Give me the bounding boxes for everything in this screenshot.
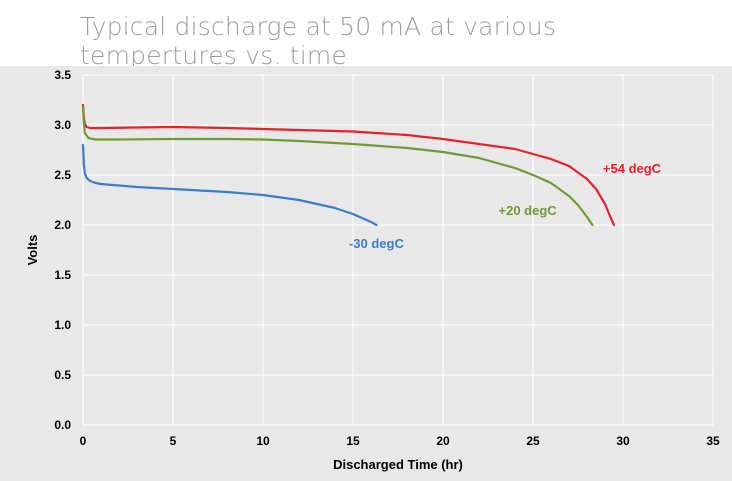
x-tick-label: 15: [346, 434, 360, 448]
series-line-1: [81, 105, 594, 227]
series-label: +54 degC: [603, 161, 662, 176]
x-tick-label: 30: [616, 434, 630, 448]
series-label: -30 degC: [349, 236, 405, 251]
x-axis-title: Discharged Time (hr): [333, 457, 463, 472]
chart-area-background: [0, 66, 732, 481]
grid-lines: [82, 74, 714, 426]
y-tick-label: 0.0: [54, 418, 71, 432]
y-tick-label: 3.0: [54, 118, 71, 132]
y-tick-label: 3.5: [54, 68, 71, 82]
x-tick-label: 10: [256, 434, 270, 448]
tick-labels: 0.0 0.5 1.0 1.5 2.0 2.5 3.0 3.5 0 5 10 15 20 25 30 35: [54, 68, 720, 448]
chart-title: Typical discharge at 50 mA at various te…: [80, 12, 557, 70]
series-line-2: [81, 143, 378, 227]
x-tick-label: 5: [170, 434, 177, 448]
series-line-0: [81, 103, 616, 227]
y-tick-label: 2.0: [54, 218, 71, 232]
y-tick-label: 0.5: [54, 368, 71, 382]
series-lines: [81, 103, 616, 227]
x-tick-label: 0: [80, 434, 87, 448]
x-tick-label: 20: [436, 434, 450, 448]
y-tick-label: 1.5: [54, 268, 71, 282]
x-tick-label: 35: [706, 434, 720, 448]
y-tick-label: 2.5: [54, 168, 71, 182]
y-tick-label: 1.0: [54, 318, 71, 332]
y-axis-title: Volts: [25, 235, 40, 266]
series-label: +20 degC: [499, 203, 558, 218]
series-labels: +54 degC +20 degC -30 degC: [349, 161, 662, 251]
x-tick-label: 25: [526, 434, 540, 448]
